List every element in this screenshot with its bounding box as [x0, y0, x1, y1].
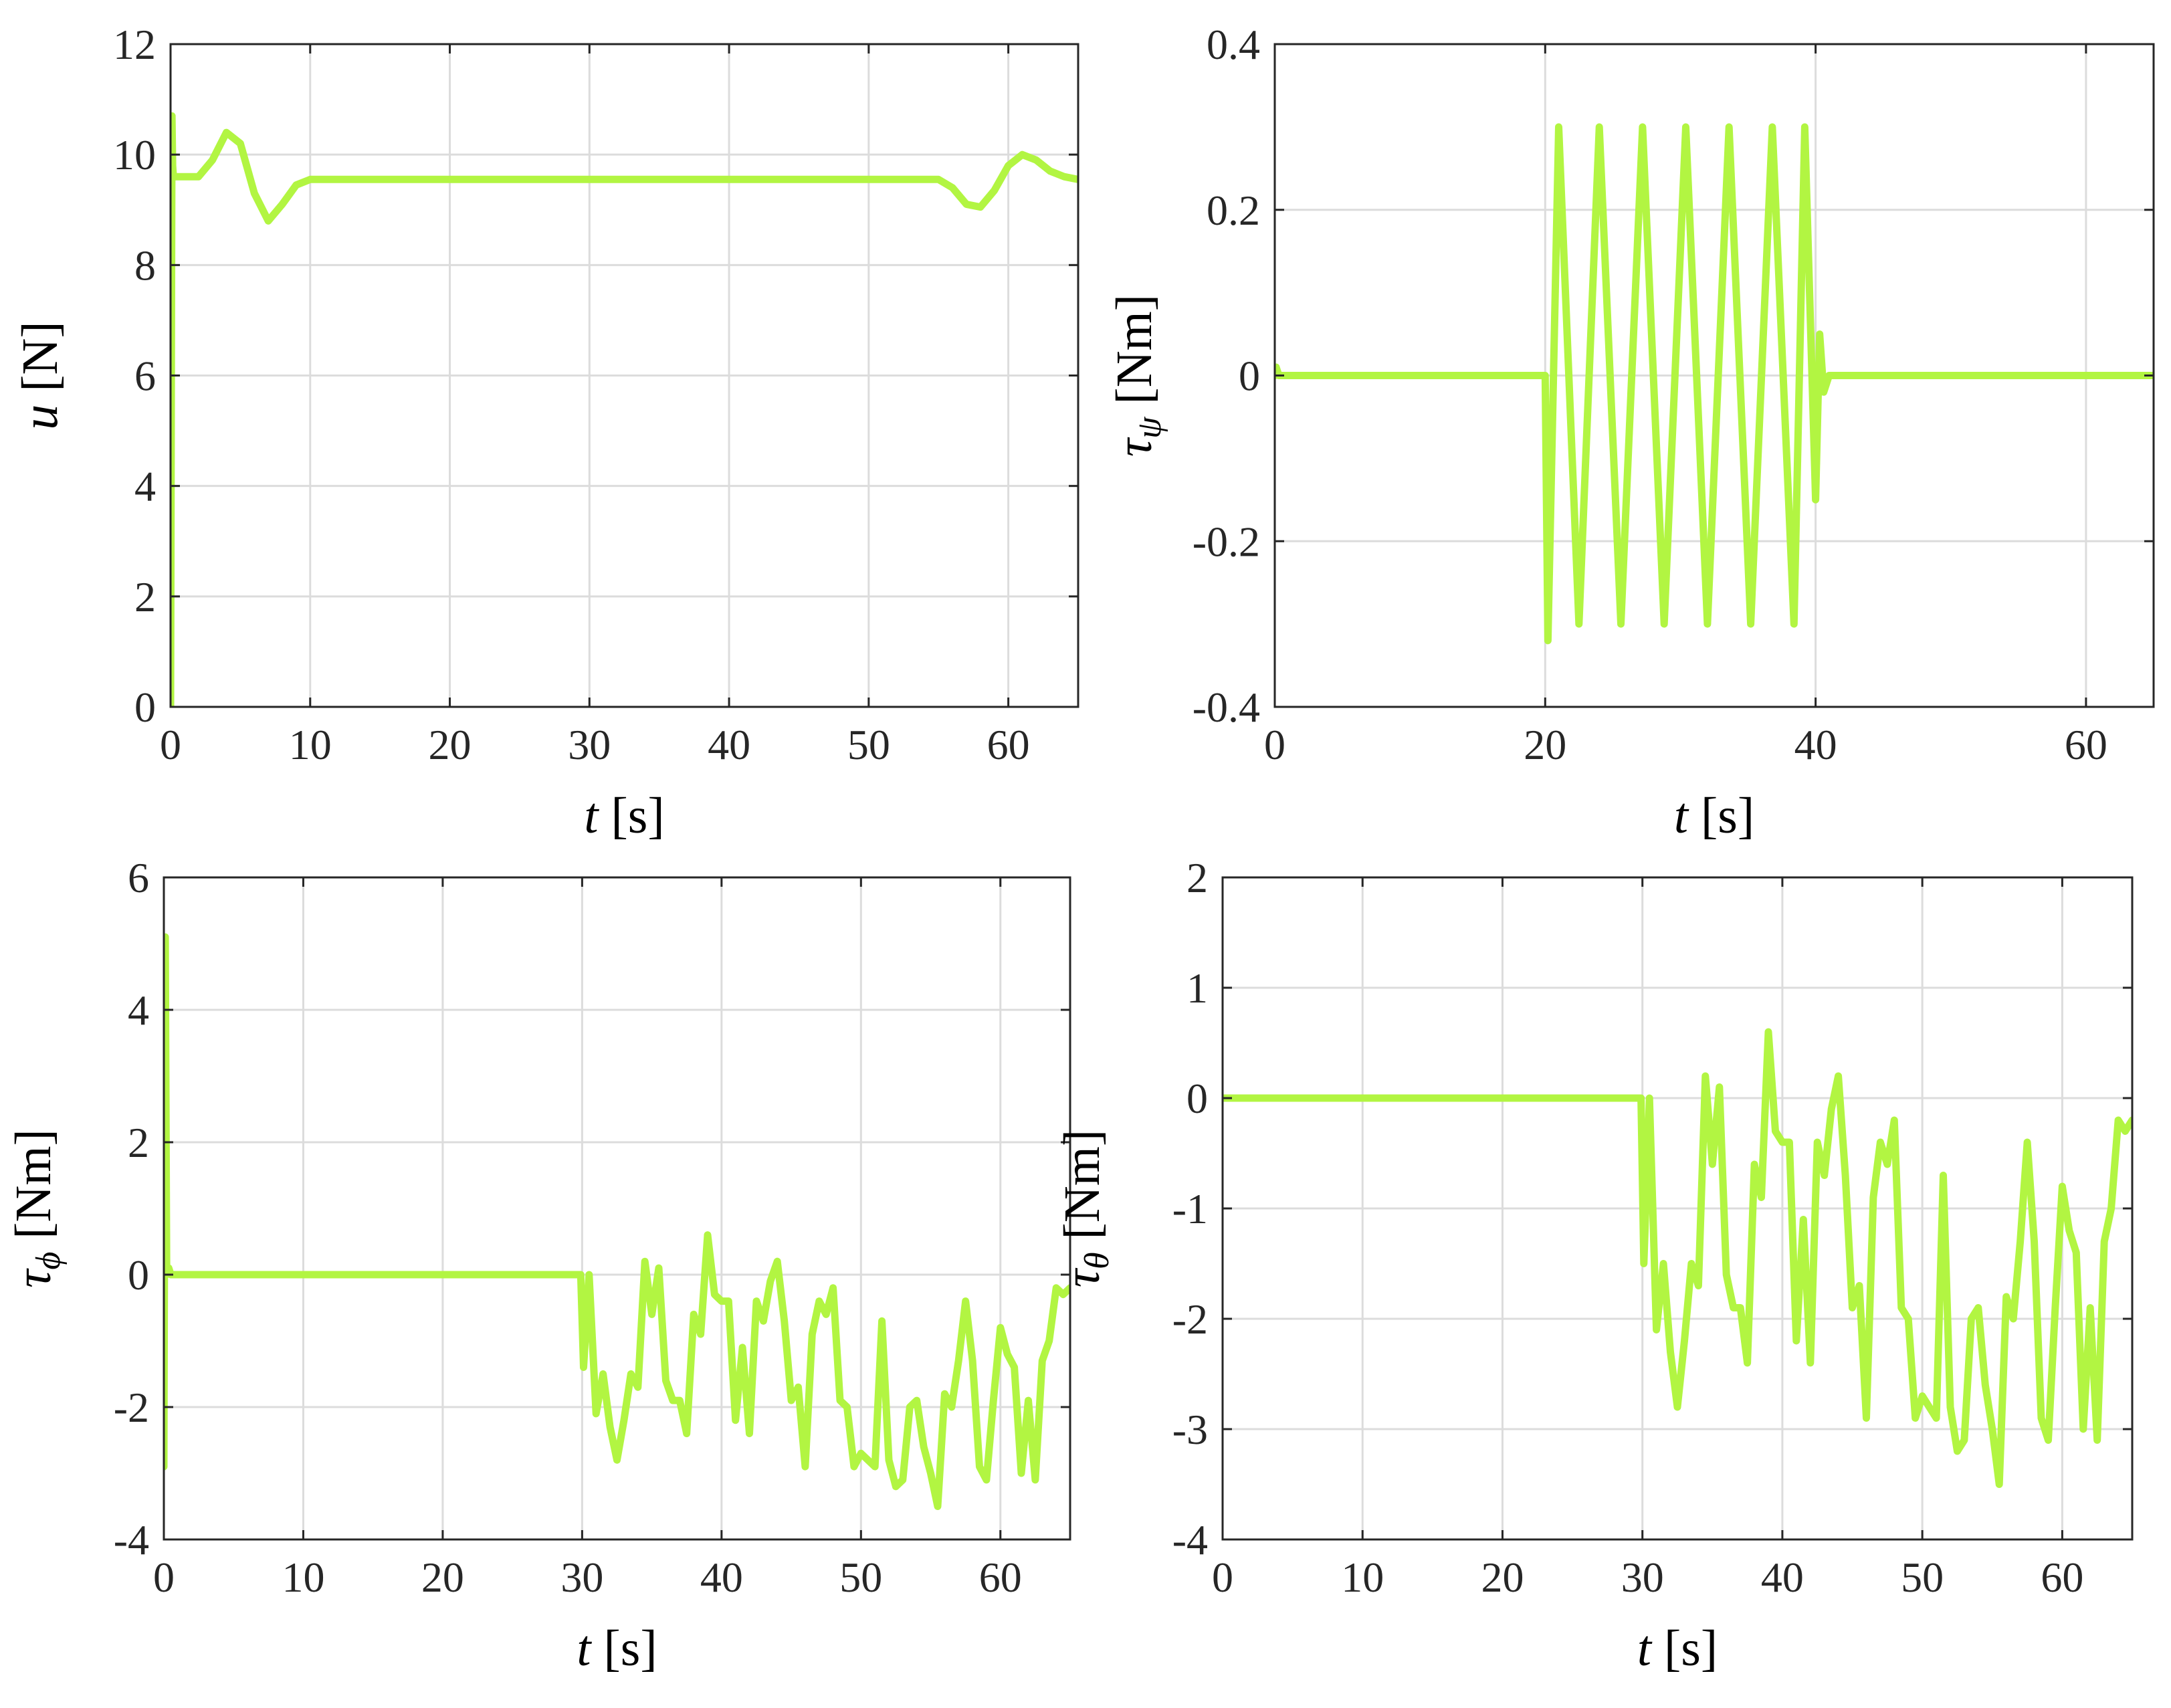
x-tick-label: 0 — [1264, 721, 1285, 768]
y-tick-label: -2 — [1172, 1295, 1208, 1343]
x-tick-label: 30 — [1621, 1554, 1664, 1601]
series-line-tau-theta — [1223, 1028, 2132, 1488]
y-tick-label: 8 — [134, 241, 156, 289]
x-tick-label: 10 — [282, 1554, 324, 1601]
x-tick-label: 40 — [708, 721, 750, 768]
y-tick-label: 2 — [134, 573, 156, 621]
y-tick-label: 0 — [1239, 352, 1260, 400]
subplot-tau-phi: 0 10 20 30 40 50 60 -4 -2 0 2 4 6 t [s] τϕ [Nm] — [5, 854, 1071, 1677]
x-tick-label: 20 — [1481, 1554, 1524, 1601]
x-tick-label: 20 — [421, 1554, 464, 1601]
x-tick-label: 20 — [1524, 721, 1566, 768]
y-axis-label: τϕ [Nm] — [5, 1129, 68, 1288]
subplot-u: 0 10 20 30 40 50 60 0 2 4 6 8 10 12 t [s] u [N] — [12, 21, 1079, 844]
y-tick-label: 6 — [134, 352, 156, 400]
x-tick-label: 0 — [153, 1554, 175, 1601]
y-tick-label: -0.2 — [1193, 518, 1260, 565]
subplot-tau-psi: 0 20 40 60 -0.4 -0.2 0 0.2 0.4 t [s] τψ [Nm] — [1106, 21, 2155, 844]
series-line-tau-psi — [1275, 123, 2154, 645]
y-tick-label: 4 — [134, 463, 156, 510]
y-tick-label: -1 — [1172, 1185, 1208, 1233]
y-axis-label: τψ [Nm] — [1106, 294, 1168, 457]
subplot-tau-theta: 0 10 20 30 40 50 60 -4 -3 -2 -1 0 1 2 t [s] τθ [Nm] — [1054, 854, 2134, 1677]
y-tick-label: 0.4 — [1207, 21, 1260, 68]
y-tick-label: 4 — [128, 986, 149, 1034]
x-axis-label: t [s] — [584, 788, 664, 844]
x-axis-label: t [s] — [577, 1620, 657, 1677]
x-tick-label: 10 — [1341, 1554, 1384, 1601]
x-tick-label: 50 — [839, 1554, 882, 1601]
x-tick-label: 20 — [429, 721, 472, 768]
y-tick-label: 6 — [128, 854, 149, 901]
series-line-u — [171, 112, 1078, 707]
y-tick-label: 10 — [113, 131, 156, 179]
y-axis-label: u [N] — [12, 321, 68, 430]
x-tick-label: 40 — [1794, 721, 1837, 768]
x-tick-label: 50 — [847, 721, 890, 768]
x-axis-label: t [s] — [1674, 788, 1754, 844]
x-tick-label: 0 — [160, 721, 181, 768]
x-axis-label: t [s] — [1637, 1620, 1718, 1677]
y-tick-label: -4 — [114, 1516, 149, 1564]
x-tick-label: 60 — [987, 721, 1030, 768]
y-tick-label: 2 — [128, 1119, 149, 1166]
y-tick-label: 0 — [128, 1251, 149, 1299]
x-tick-label: 30 — [560, 1554, 603, 1601]
y-tick-label: -3 — [1172, 1406, 1208, 1453]
x-tick-label: 40 — [1761, 1554, 1804, 1601]
y-tick-label: 0 — [1186, 1075, 1208, 1122]
x-tick-label: 60 — [979, 1554, 1022, 1601]
y-tick-label: 0.2 — [1207, 187, 1260, 234]
x-tick-label: 10 — [289, 721, 332, 768]
x-tick-label: 50 — [1901, 1554, 1944, 1601]
y-tick-label: 1 — [1186, 964, 1208, 1012]
y-tick-label: -2 — [114, 1384, 149, 1431]
y-tick-label: 2 — [1186, 854, 1208, 901]
series-line-tau-phi — [164, 933, 1070, 1510]
x-tick-label: 40 — [700, 1554, 743, 1601]
y-axis-label: τθ [Nm] — [1054, 1130, 1116, 1287]
y-tick-label: -4 — [1172, 1516, 1208, 1564]
x-tick-label: 60 — [2041, 1554, 2083, 1601]
axes-frame — [163, 876, 1071, 1541]
x-tick-label: 0 — [1212, 1554, 1233, 1601]
x-tick-label: 60 — [2065, 721, 2107, 768]
y-tick-label: 0 — [134, 683, 156, 731]
y-tick-label: -0.4 — [1193, 683, 1260, 731]
y-tick-label: 12 — [113, 21, 156, 68]
x-tick-label: 30 — [568, 721, 611, 768]
